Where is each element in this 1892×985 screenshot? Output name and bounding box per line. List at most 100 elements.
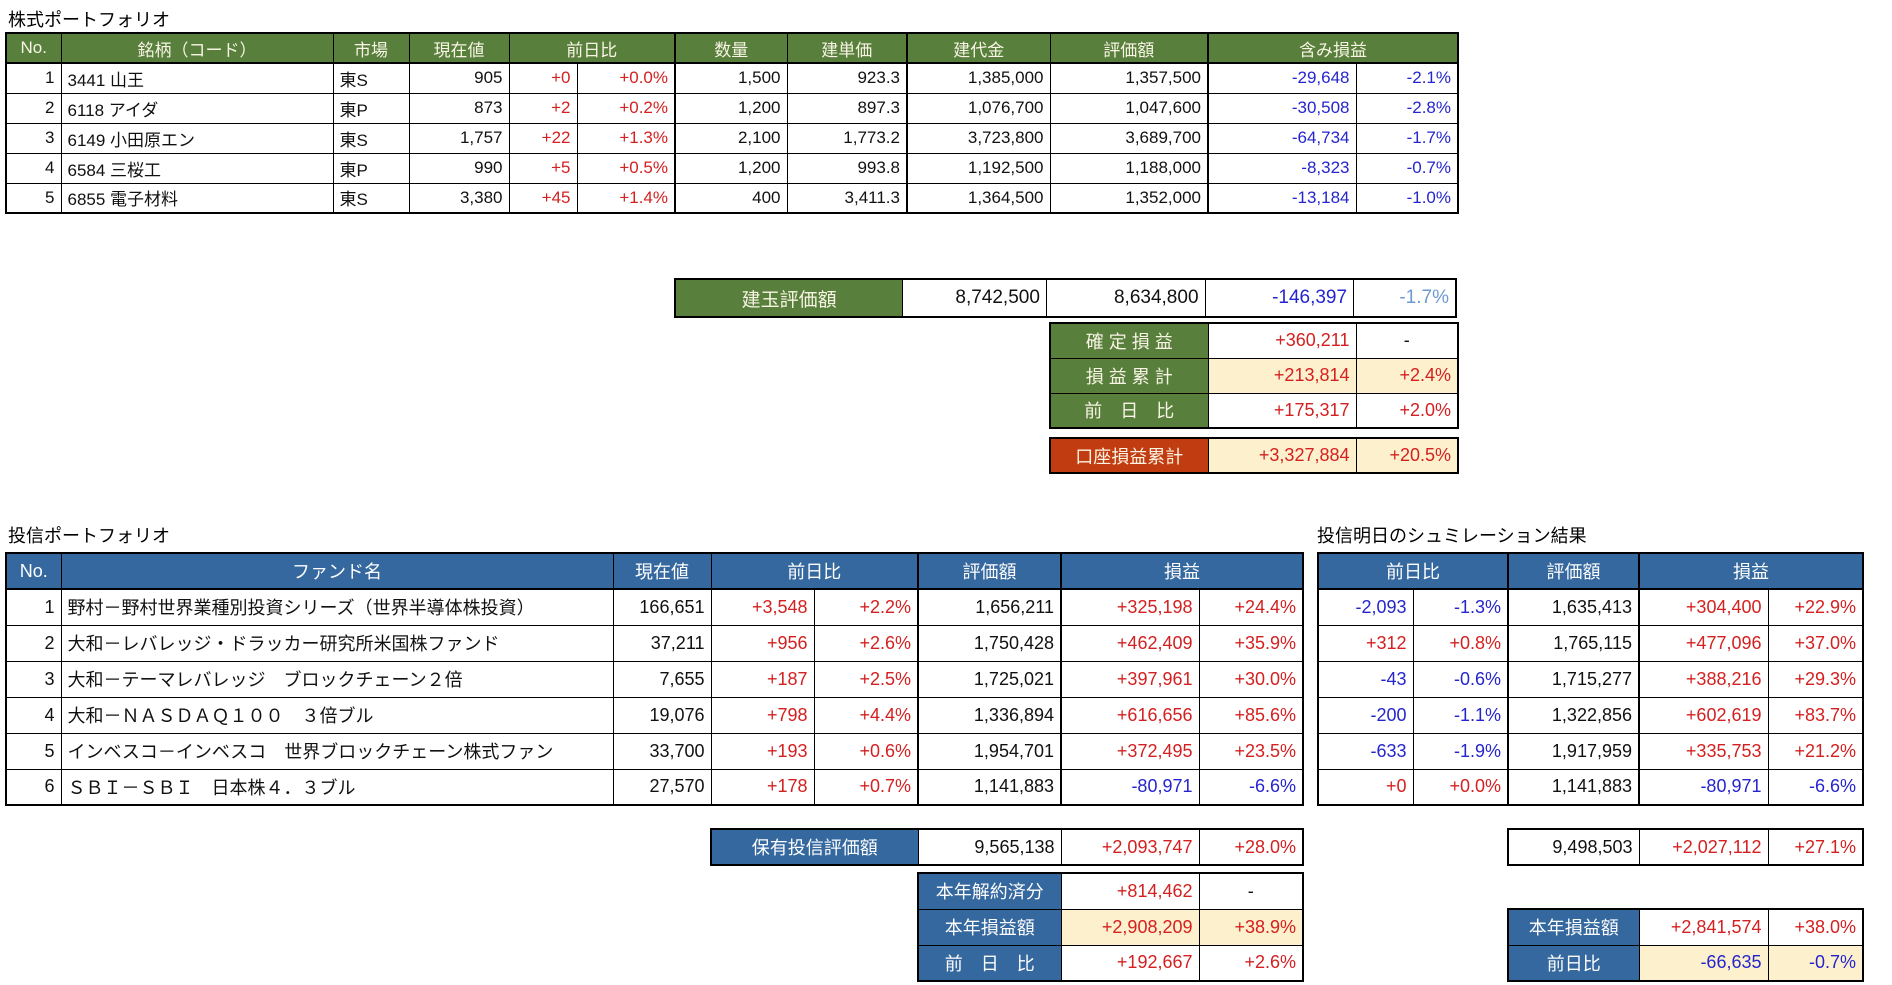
cell-no[interactable]: 4 bbox=[5, 152, 62, 184]
cell-price[interactable]: 905 bbox=[408, 62, 510, 94]
cell-pl-pct[interactable]: +24.4% bbox=[1198, 588, 1304, 626]
cell-no[interactable]: 6 bbox=[5, 768, 62, 806]
cell-change-pct[interactable]: +2.6% bbox=[813, 624, 919, 662]
cell-fund-name[interactable]: 大和－レバレッジ・ドラッカー研究所米国株ファンド bbox=[60, 624, 614, 662]
cell-price[interactable]: 990 bbox=[408, 152, 510, 184]
day-change-value[interactable]: +175,317 bbox=[1207, 392, 1357, 429]
cell-pl-pct[interactable]: -2.8% bbox=[1355, 92, 1459, 124]
cell-change[interactable]: +0 bbox=[508, 62, 578, 94]
cell-value[interactable]: 1,357,500 bbox=[1049, 62, 1209, 94]
cell-change[interactable]: -200 bbox=[1317, 696, 1414, 734]
cell-pl[interactable]: -64,734 bbox=[1207, 122, 1357, 154]
cell-name[interactable]: 6855 電子材料 bbox=[60, 182, 334, 214]
cell-change-pct[interactable]: +2.2% bbox=[813, 588, 919, 626]
cell-pl[interactable]: +602,619 bbox=[1638, 696, 1769, 734]
cell-change-pct[interactable]: +0.6% bbox=[813, 732, 919, 770]
day-change-pct[interactable]: +2.6% bbox=[1198, 944, 1304, 982]
cell-value[interactable]: 1,322,856 bbox=[1507, 696, 1640, 734]
sim-total-pl-pct[interactable]: +27.1% bbox=[1767, 828, 1864, 866]
cell-name[interactable]: 3441 山王 bbox=[60, 62, 334, 94]
cell-price[interactable]: 1,757 bbox=[408, 122, 510, 154]
cell-value[interactable]: 1,352,000 bbox=[1049, 182, 1209, 214]
sim-ytd-pl-pct[interactable]: +38.0% bbox=[1767, 908, 1864, 946]
position-total-pl[interactable]: -146,397 bbox=[1204, 278, 1355, 318]
cell-name[interactable]: 6584 三桜工 bbox=[60, 152, 334, 184]
cell-change-pct[interactable]: +0.0% bbox=[576, 62, 676, 94]
position-total-pl-pct[interactable]: -1.7% bbox=[1353, 278, 1457, 318]
cell-change[interactable]: +22 bbox=[508, 122, 578, 154]
cell-change[interactable]: +178 bbox=[710, 768, 815, 806]
account-total-pct[interactable]: +20.5% bbox=[1355, 437, 1459, 474]
sim-day-change-value[interactable]: -66,635 bbox=[1638, 944, 1769, 982]
cell-value[interactable]: 1,188,000 bbox=[1049, 152, 1209, 184]
cell-change-pct[interactable]: +2.5% bbox=[813, 660, 919, 698]
redeemed-value[interactable]: +814,462 bbox=[1060, 872, 1200, 910]
cell-fund-name[interactable]: 野村－野村世界業種別投資シリーズ（世界半導体株投資） bbox=[60, 588, 614, 626]
cell-pl[interactable]: -80,971 bbox=[1060, 768, 1200, 806]
cell-cost[interactable]: 1,076,700 bbox=[906, 92, 1051, 124]
cell-change[interactable]: +193 bbox=[710, 732, 815, 770]
cell-pl[interactable]: -29,648 bbox=[1207, 62, 1357, 94]
cell-pl[interactable]: -13,184 bbox=[1207, 182, 1357, 214]
cell-pl-pct[interactable]: +22.9% bbox=[1767, 588, 1864, 626]
cell-qty[interactable]: 400 bbox=[674, 182, 788, 214]
cell-pl-pct[interactable]: -1.0% bbox=[1355, 182, 1459, 214]
ytd-pl-value[interactable]: +2,908,209 bbox=[1060, 908, 1200, 946]
cell-pl-pct[interactable]: +35.9% bbox=[1198, 624, 1304, 662]
cell-pl[interactable]: +462,409 bbox=[1060, 624, 1200, 662]
cell-value[interactable]: 1,635,413 bbox=[1507, 588, 1640, 626]
cell-pl-pct[interactable]: -6.6% bbox=[1767, 768, 1864, 806]
cumulative-pl-value[interactable]: +213,814 bbox=[1207, 357, 1357, 394]
cell-value[interactable]: 1,141,883 bbox=[917, 768, 1062, 806]
cell-value[interactable]: 1,725,021 bbox=[917, 660, 1062, 698]
sim-total-pl[interactable]: +2,027,112 bbox=[1638, 828, 1769, 866]
cell-no[interactable]: 2 bbox=[5, 92, 62, 124]
cell-pl-pct[interactable]: -0.7% bbox=[1355, 152, 1459, 184]
cell-pl-pct[interactable]: +85.6% bbox=[1198, 696, 1304, 734]
cell-value[interactable]: 3,689,700 bbox=[1049, 122, 1209, 154]
cell-value[interactable]: 1,765,115 bbox=[1507, 624, 1640, 662]
cell-change-pct[interactable]: +1.3% bbox=[576, 122, 676, 154]
cell-market[interactable]: 東S bbox=[332, 182, 410, 214]
cell-price[interactable]: 166,651 bbox=[612, 588, 712, 626]
cell-change[interactable]: +798 bbox=[710, 696, 815, 734]
cell-value[interactable]: 1,141,883 bbox=[1507, 768, 1640, 806]
cell-market[interactable]: 東S bbox=[332, 122, 410, 154]
cell-qty[interactable]: 1,500 bbox=[674, 62, 788, 94]
cell-change[interactable]: +45 bbox=[508, 182, 578, 214]
cell-change-pct[interactable]: +4.4% bbox=[813, 696, 919, 734]
day-change-pct[interactable]: +2.0% bbox=[1355, 392, 1459, 429]
cell-pl[interactable]: +616,656 bbox=[1060, 696, 1200, 734]
cell-unit[interactable]: 923.3 bbox=[786, 62, 908, 94]
cell-change-pct[interactable]: -1.3% bbox=[1412, 588, 1509, 626]
cell-market[interactable]: 東P bbox=[332, 152, 410, 184]
cell-fund-name[interactable]: インベスコ－インベスコ 世界ブロックチェーン株式ファン bbox=[60, 732, 614, 770]
cell-pl-pct[interactable]: +37.0% bbox=[1767, 624, 1864, 662]
redeemed-pct[interactable]: - bbox=[1198, 872, 1304, 910]
cell-change-pct[interactable]: +1.4% bbox=[576, 182, 676, 214]
cell-pl[interactable]: +304,400 bbox=[1638, 588, 1769, 626]
cell-cost[interactable]: 1,192,500 bbox=[906, 152, 1051, 184]
position-total-value[interactable]: 8,634,800 bbox=[1045, 278, 1206, 318]
cell-change-pct[interactable]: +0.7% bbox=[813, 768, 919, 806]
cell-value[interactable]: 1,047,600 bbox=[1049, 92, 1209, 124]
cell-value[interactable]: 1,715,277 bbox=[1507, 660, 1640, 698]
cell-value[interactable]: 1,656,211 bbox=[917, 588, 1062, 626]
cell-cost[interactable]: 1,364,500 bbox=[906, 182, 1051, 214]
cell-change[interactable]: -43 bbox=[1317, 660, 1414, 698]
cell-price[interactable]: 3,380 bbox=[408, 182, 510, 214]
cell-cost[interactable]: 1,385,000 bbox=[906, 62, 1051, 94]
cell-change[interactable]: -2,093 bbox=[1317, 588, 1414, 626]
cell-name[interactable]: 6118 アイダ bbox=[60, 92, 334, 124]
cell-unit[interactable]: 3,411.3 bbox=[786, 182, 908, 214]
realized-pl-pct[interactable]: - bbox=[1355, 322, 1459, 359]
cell-change-pct[interactable]: -1.9% bbox=[1412, 732, 1509, 770]
cell-change[interactable]: +3,548 bbox=[710, 588, 815, 626]
cell-market[interactable]: 東S bbox=[332, 62, 410, 94]
cell-no[interactable]: 1 bbox=[5, 62, 62, 94]
cell-no[interactable]: 4 bbox=[5, 696, 62, 734]
cell-unit[interactable]: 897.3 bbox=[786, 92, 908, 124]
fund-total-pl-pct[interactable]: +28.0% bbox=[1198, 828, 1304, 866]
fund-total-pl[interactable]: +2,093,747 bbox=[1060, 828, 1200, 866]
cell-change[interactable]: +2 bbox=[508, 92, 578, 124]
